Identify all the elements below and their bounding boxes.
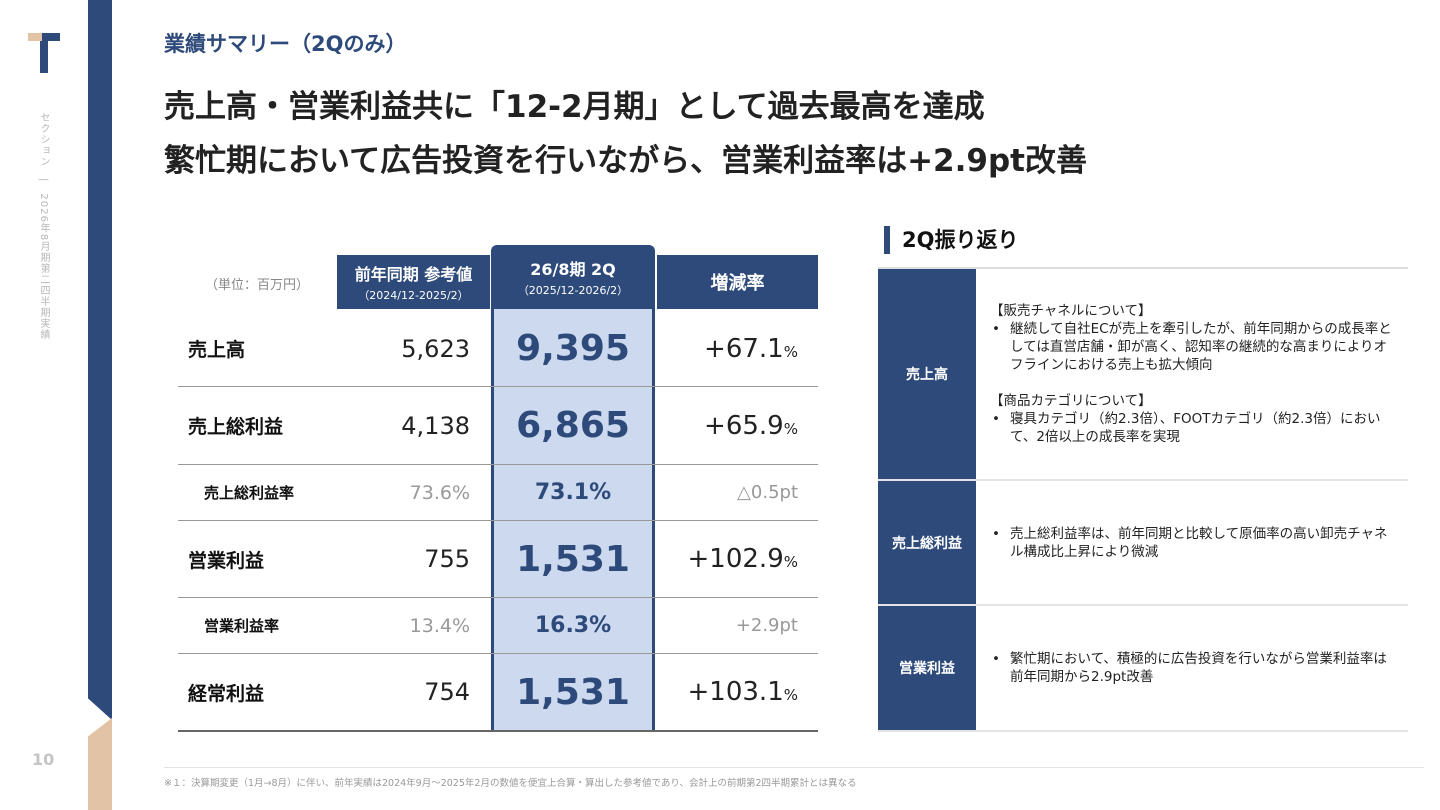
- review-title-accent: [884, 226, 890, 254]
- header-prev-title: 前年同期 参考値: [354, 265, 473, 284]
- footnote: ※１：決算期変更（1月→8月）に伴い、前年実績は2024年9月〜2025年2月の…: [164, 778, 857, 789]
- current-value: 73.1%: [534, 480, 612, 505]
- prev-value: 5,623: [401, 334, 470, 363]
- review-key: 売上総利益: [878, 481, 976, 604]
- row-label: 経常利益: [188, 682, 265, 705]
- row-label: 営業利益率: [204, 617, 280, 635]
- review-bullet: 継続して自社ECが売上を牽引したが、前年同期からの成長率としては直営店舗・卸が高…: [990, 320, 1394, 374]
- row-label: 売上総利益率: [204, 484, 295, 502]
- review-key: 営業利益: [878, 606, 976, 730]
- rate-value: +65.9%: [704, 410, 798, 441]
- table-row-sales: 売上高 5,623 9,395 +67.1%: [178, 311, 818, 386]
- review-body: 売上総利益率は、前年同期と比較して原価率の高い卸売チャネル構成比上昇により微減: [976, 481, 1408, 604]
- current-value: 1,531: [516, 671, 630, 713]
- current-value: 9,395: [516, 328, 630, 369]
- current-value: 1,531: [516, 538, 630, 580]
- section-title: 業績サマリー（2Qのみ）: [164, 32, 407, 56]
- footnote-divider: [164, 767, 1424, 768]
- headline-line-1: 売上高・営業利益共に「12-2月期」として過去最高を達成: [164, 89, 985, 125]
- review-bullet: 寝具カテゴリ（約2.3倍）、FOOTカテゴリ（約2.3倍）において、2倍以上の成…: [990, 410, 1394, 446]
- review-bullet: 売上総利益率は、前年同期と比較して原価率の高い卸売チャネル構成比上昇により微減: [990, 525, 1394, 561]
- review-subhead: 【商品カテゴリについて】: [990, 393, 1152, 409]
- page-number: 10: [32, 750, 55, 769]
- row-divider: [178, 653, 818, 654]
- table-row-operating-margin: 営業利益率 13.4% 16.3% +2.9pt: [178, 598, 818, 653]
- header-current: 26/8期 2Q （2025/12-2026/2）: [491, 245, 655, 309]
- rate-value: +103.1%: [687, 677, 798, 707]
- headline-line-2: 繁忙期において広告投資を行いながら、営業利益率は+2.9pt改善: [164, 143, 1087, 179]
- rate-value: △0.5pt: [737, 482, 798, 503]
- review-item-gross-profit: 売上総利益 売上総利益率は、前年同期と比較して原価率の高い卸売チャネル構成比上昇…: [878, 481, 1408, 604]
- prev-value: 73.6%: [409, 481, 470, 504]
- prev-value: 4,138: [401, 411, 470, 440]
- table-row-ordinary-profit: 経常利益 754 1,531 +103.1%: [178, 654, 818, 730]
- rate-value: +102.9%: [687, 544, 798, 574]
- unit-label: （単位：百万円）: [204, 277, 309, 293]
- review-item-operating-profit: 営業利益 繁忙期において、積極的に広告投資を行いながら営業利益率は前年同期から2…: [878, 606, 1408, 730]
- row-label: 売上総利益: [188, 416, 284, 438]
- review-divider: [878, 604, 1408, 606]
- review-body: 【販売チャネルについて】 継続して自社ECが売上を牽引したが、前年同期からの成長…: [976, 269, 1408, 479]
- table-row-operating-profit: 営業利益 755 1,531 +102.9%: [178, 521, 818, 597]
- prev-value: 754: [424, 678, 470, 706]
- review-bullet: 繁忙期において、積極的に広告投資を行いながら営業利益率は前年同期から2.9pt改…: [990, 650, 1394, 686]
- row-divider: [178, 520, 818, 521]
- table-row-gross-margin: 売上総利益率 73.6% 73.1% △0.5pt: [178, 465, 818, 520]
- header-rate: 増減率: [657, 255, 818, 309]
- prev-value: 755: [424, 545, 470, 573]
- row-label: 売上高: [188, 339, 246, 361]
- header-prev-year: 前年同期 参考値 （2024/12-2025/2）: [337, 255, 490, 309]
- row-divider: [178, 597, 818, 598]
- review-bottom-border: [878, 730, 1408, 732]
- current-value: 6,865: [516, 405, 630, 446]
- headline: 売上高・営業利益共に「12-2月期」として過去最高を達成 繁忙期において広告投資…: [164, 80, 1087, 188]
- header-cur-title: 26/8期 2Q: [530, 260, 616, 279]
- rate-value: +2.9pt: [735, 615, 798, 636]
- header-prev-period: （2024/12-2025/2）: [358, 289, 469, 302]
- row-label: 営業利益: [188, 549, 265, 572]
- table-bottom-border: [178, 730, 818, 732]
- review-body: 繁忙期において、積極的に広告投資を行いながら営業利益率は前年同期から2.9pt改…: [976, 606, 1408, 730]
- rail-accent-blue: [88, 0, 112, 720]
- prev-value: 13.4%: [409, 614, 470, 637]
- header-cur-period: （2025/12-2026/2）: [517, 284, 629, 297]
- rate-value: +67.1%: [704, 333, 798, 364]
- rail-accent-beige: [88, 718, 112, 810]
- review-item-sales: 売上高 【販売チャネルについて】 継続して自社ECが売上を牽引したが、前年同期か…: [878, 269, 1408, 479]
- row-divider: [178, 386, 818, 387]
- header-rate-title: 増減率: [710, 273, 765, 294]
- row-divider: [178, 464, 818, 465]
- review-key: 売上高: [878, 269, 976, 479]
- review-top-border: [878, 267, 1408, 269]
- section-indicator: セクション | 2026年8月期第二四半期実績: [38, 112, 49, 341]
- review-divider: [878, 479, 1408, 481]
- current-value: 16.3%: [534, 613, 612, 638]
- review-subhead: 【販売チャネルについて】: [990, 303, 1152, 319]
- review-title: 2Q振り返り: [902, 228, 1019, 252]
- table-row-gross-profit: 売上総利益 4,138 6,865 +65.9%: [178, 387, 818, 464]
- company-logo: [28, 33, 60, 73]
